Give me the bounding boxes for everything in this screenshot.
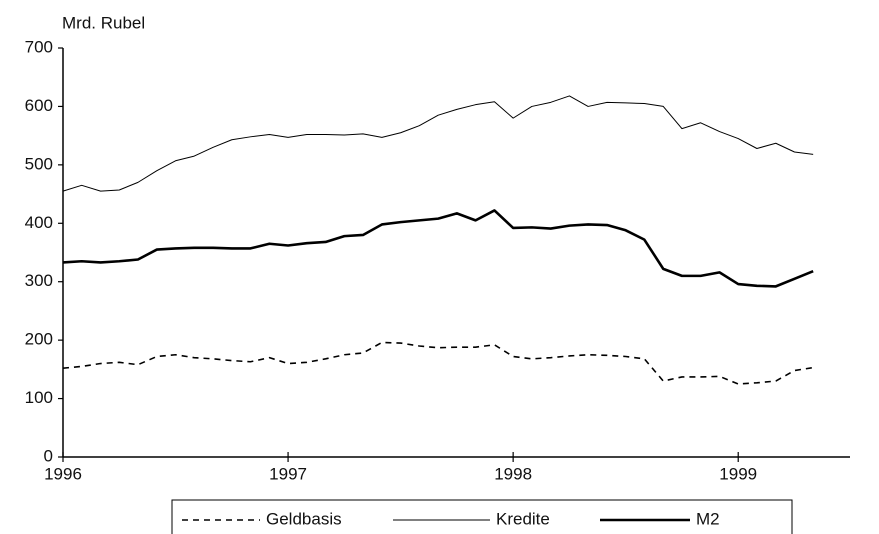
y-tick-label: 600 <box>25 96 53 115</box>
x-tick-label: 1997 <box>269 464 307 483</box>
y-tick-label: 400 <box>25 213 53 232</box>
series-line <box>62 341 814 385</box>
series-line <box>62 209 814 288</box>
x-tick-label: 1998 <box>494 464 532 483</box>
x-tick-label: 1996 <box>44 464 82 483</box>
y-tick-label: 200 <box>25 330 53 349</box>
legend-box <box>171 499 793 534</box>
y-tick-label: 100 <box>25 388 53 407</box>
y-tick-label: 700 <box>25 37 53 56</box>
series-line <box>62 95 814 192</box>
x-tick-label: 1999 <box>719 464 757 483</box>
y-tick-label: 300 <box>25 271 53 290</box>
y-axis-label: Mrd. Rubel <box>62 13 145 32</box>
y-tick-label: 500 <box>25 154 53 173</box>
legend-label: Kredite <box>496 509 550 528</box>
y-tick-label: 0 <box>44 446 53 465</box>
legend-label: Geldbasis <box>266 509 342 528</box>
legend-label: M2 <box>696 509 720 528</box>
